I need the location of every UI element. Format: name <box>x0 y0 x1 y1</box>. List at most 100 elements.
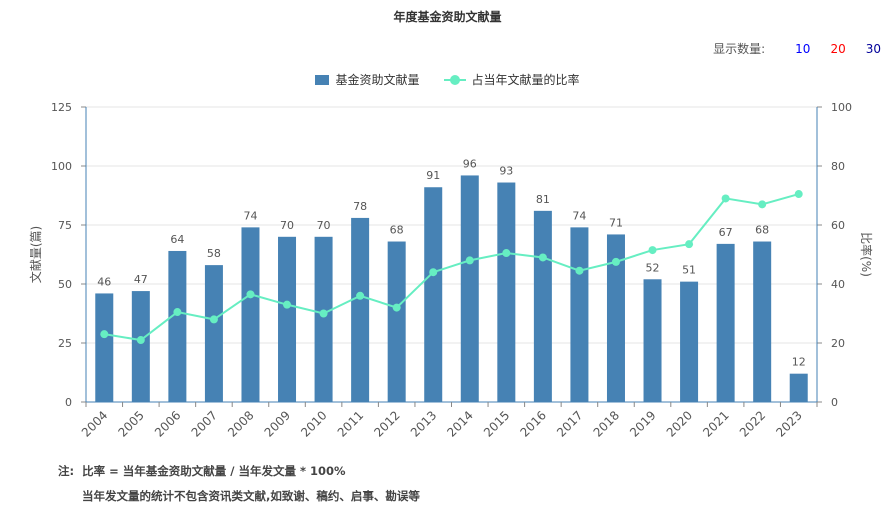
ratio-point <box>648 246 657 255</box>
bar-value-label: 91 <box>426 169 440 182</box>
y-right-tick-label: 100 <box>831 101 852 114</box>
bar-value-label: 70 <box>317 219 331 232</box>
y-left-tick-label: 25 <box>58 337 72 350</box>
ratio-point <box>246 290 255 299</box>
bar-value-label: 74 <box>572 209 586 222</box>
x-tick-label: 2012 <box>371 408 402 439</box>
bar <box>168 250 187 402</box>
y-right-tick-label: 0 <box>831 396 838 409</box>
chart-title: 年度基金资助文献量 <box>393 10 502 24</box>
bar <box>387 241 406 402</box>
bar <box>204 265 223 402</box>
bar <box>241 227 260 402</box>
legend-line-swatch <box>443 74 466 85</box>
x-tick-label: 2013 <box>408 408 439 439</box>
note-prefix: 注: <box>58 464 75 478</box>
ratio-point <box>611 257 620 266</box>
x-tick-label: 2010 <box>298 408 329 439</box>
x-tick-label: 2018 <box>591 408 622 439</box>
ratio-point <box>173 308 182 317</box>
ratio-point <box>721 194 730 203</box>
y-left-tick-label: 100 <box>51 160 72 173</box>
x-tick-label: 2008 <box>225 408 256 439</box>
ratio-point <box>356 291 365 300</box>
bar-value-label: 67 <box>719 226 733 239</box>
x-tick-label: 2007 <box>189 408 220 439</box>
x-tick-label: 2023 <box>773 408 804 439</box>
bar <box>789 373 808 402</box>
x-tick-label: 2005 <box>115 408 146 439</box>
bar-value-label: 93 <box>499 165 513 178</box>
bar <box>95 293 114 402</box>
legend-item-funded[interactable]: 基金资助文献量 <box>315 71 420 88</box>
y-right-tick-label: 60 <box>831 219 845 232</box>
chart-legend: 基金资助文献量 占当年文献量的比率 <box>0 71 895 88</box>
ratio-point <box>283 300 292 309</box>
ratio-point <box>429 268 438 277</box>
ratio-point <box>758 200 767 209</box>
bar <box>716 243 735 402</box>
bar <box>533 210 552 402</box>
bar-value-label: 68 <box>755 224 769 237</box>
display-count-option-10[interactable]: 10 <box>795 41 811 56</box>
bar-value-label: 71 <box>609 216 623 229</box>
y-left-tick-label: 0 <box>65 396 72 409</box>
x-tick-label: 2014 <box>444 408 475 439</box>
ratio-point <box>136 336 145 345</box>
bar-value-label: 51 <box>682 264 696 277</box>
legend-item-ratio[interactable]: 占当年文献量的比率 <box>443 71 580 88</box>
y-right-tick-label: 80 <box>831 160 845 173</box>
x-tick-label: 2011 <box>335 408 366 439</box>
x-tick-label: 2020 <box>664 408 695 439</box>
x-tick-label: 2017 <box>554 408 585 439</box>
x-tick-label: 2004 <box>79 408 110 439</box>
bar-value-label: 74 <box>243 209 257 222</box>
ratio-point <box>465 256 474 265</box>
y-left-axis-title: 文献量(篇) <box>28 226 43 283</box>
bar <box>131 291 150 402</box>
ratio-point <box>575 266 584 275</box>
x-tick-label: 2006 <box>152 408 183 439</box>
bar <box>497 182 516 402</box>
bar-value-label: 12 <box>792 356 806 369</box>
y-right-tick-label: 40 <box>831 278 845 291</box>
ratio-point <box>319 309 328 318</box>
bar-value-label: 78 <box>353 200 367 213</box>
bar-value-label: 96 <box>463 157 477 170</box>
bar-value-label: 47 <box>134 273 148 286</box>
display-count-option-20[interactable]: 20 <box>830 41 846 56</box>
bar-value-label: 46 <box>97 275 111 288</box>
bar <box>643 279 662 402</box>
legend-bar-swatch <box>315 74 330 85</box>
bar <box>680 281 699 402</box>
bar-value-label: 58 <box>207 247 221 260</box>
ratio-point <box>502 249 511 258</box>
bar-value-label: 64 <box>170 233 184 246</box>
x-tick-label: 2009 <box>262 408 293 439</box>
bar <box>351 217 370 402</box>
y-left-tick-label: 75 <box>58 219 72 232</box>
display-count-option-30[interactable]: 30 <box>865 41 881 56</box>
bar <box>460 175 479 402</box>
y-left-tick-label: 125 <box>51 101 72 114</box>
x-tick-label: 2019 <box>627 408 658 439</box>
bar <box>424 187 443 402</box>
ratio-point <box>538 253 547 262</box>
bar-value-label: 70 <box>280 219 294 232</box>
legend-label-ratio: 占当年文献量的比率 <box>471 73 580 87</box>
note-line-2: 当年发文量的统计不包含资讯类文献,如致谢、稿约、启事、勘误等 <box>82 489 420 503</box>
bar-value-label: 81 <box>536 193 550 206</box>
ratio-point <box>685 240 694 249</box>
y-right-tick-label: 20 <box>831 337 845 350</box>
x-tick-label: 2022 <box>737 408 768 439</box>
note-line-1: 注: 比率 = 当年基金资助文献量 / 当年发文量 * 100% <box>58 463 346 479</box>
bar-value-label: 68 <box>390 224 404 237</box>
x-tick-label: 2021 <box>700 408 731 439</box>
x-tick-label: 2016 <box>517 408 548 439</box>
ratio-line <box>104 193 799 342</box>
ratio-point <box>794 190 803 199</box>
note-formula: 比率 = 当年基金资助文献量 / 当年发文量 * 100% <box>82 464 346 478</box>
ratio-point <box>392 303 401 312</box>
bar <box>278 236 297 402</box>
